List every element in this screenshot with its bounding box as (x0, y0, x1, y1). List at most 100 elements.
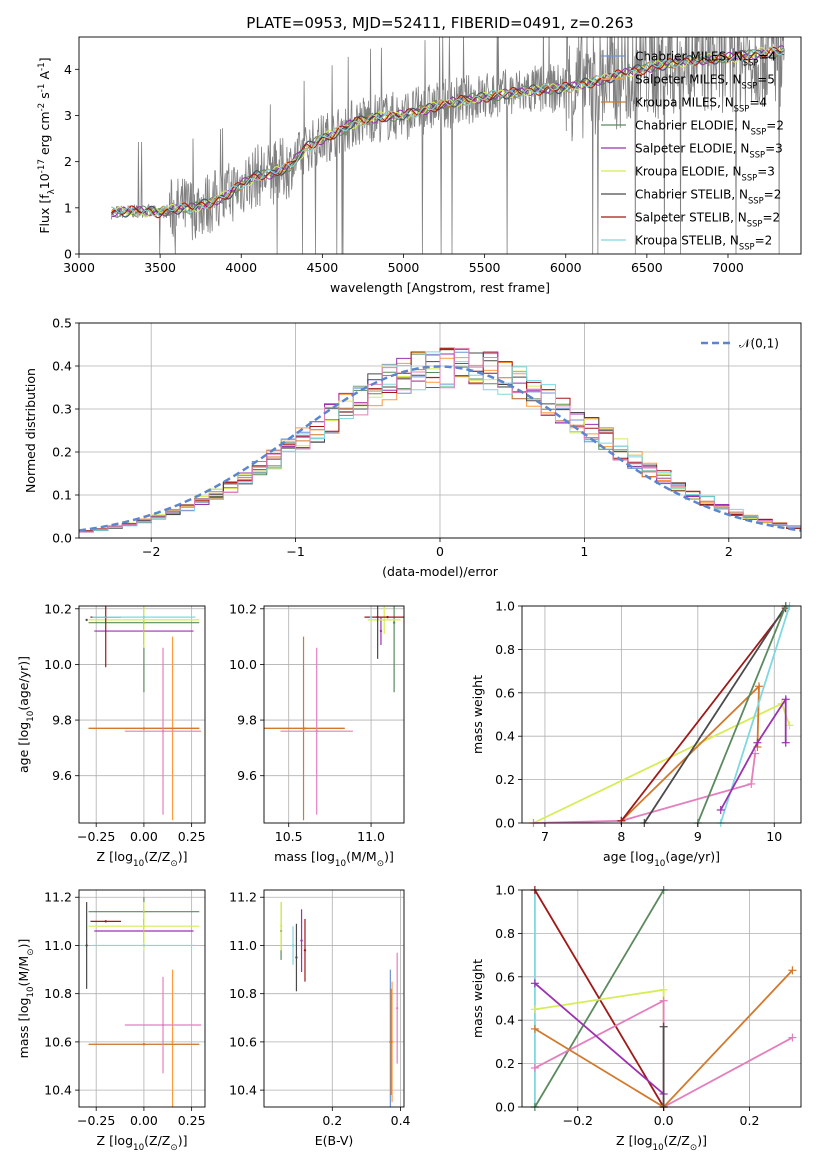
label-part: (age/yr)] (665, 849, 720, 864)
weight-line-2 (534, 889, 665, 1108)
point (300, 939, 303, 942)
y-axis-label: Normed distribution (23, 368, 38, 493)
x-tick-label: 11.0 (357, 829, 385, 844)
y-tick-label: 10.6 (229, 1034, 257, 1049)
label-part: 10 (37, 173, 52, 189)
weight-line-0 (533, 702, 791, 824)
y-tick-label: 11.2 (229, 890, 257, 905)
x-tick-label: 0.0 (654, 1113, 674, 1128)
legend-nssp-prefix: , N (734, 119, 751, 133)
x-tick-label: 5500 (469, 260, 501, 275)
x-tick-label: 0.25 (178, 829, 206, 844)
point (383, 618, 386, 622)
x-tick-label: 6500 (631, 260, 663, 275)
legend-nssp-sub: SSP (743, 58, 759, 68)
y-tick-label: 10.0 (229, 657, 257, 672)
weight-line-4 (643, 605, 787, 824)
y-tick-label: 0.0 (52, 531, 72, 546)
y-tick-label: 10.4 (229, 1083, 257, 1098)
point (386, 615, 389, 619)
x-tick-label: 0 (436, 544, 444, 559)
label-part: 10 (654, 859, 665, 869)
panel-spectrum: 3000 3500 4000 4500 5000 5500 6000 6500 7000 0 1 2 3… (37, 36, 802, 295)
x-tick-label: 0.00 (130, 1113, 158, 1128)
x-tick-label: 6000 (550, 260, 582, 275)
legend-nssp-value: =2 (755, 234, 773, 248)
legend-nssp-prefix: , N (731, 188, 748, 202)
legend-entry: Kroupa STELIB, NSSP=2 (635, 234, 772, 252)
legend-entry: Salpeter STELIB, NSSP=2 (635, 211, 780, 229)
label-part: (data-model)/error (382, 564, 499, 579)
label-part: Flux [f (37, 194, 52, 234)
model-line-6 (111, 49, 784, 218)
weight-line-7 (719, 696, 787, 811)
legend-nssp-sub: SSP (734, 104, 750, 114)
point (142, 618, 146, 622)
label-part: )] (697, 1133, 707, 1148)
legend-model-name: Chabrier STELIB (635, 188, 731, 202)
point (161, 1023, 165, 1027)
label-part: ] (37, 57, 52, 62)
y-tick-label: 0.0 (495, 816, 515, 831)
legend-entry: 𝒩(0,1) (739, 337, 779, 351)
legend-nssp-value: =5 (757, 73, 775, 87)
x-tick-label: 4500 (306, 260, 338, 275)
label-part: age [log (603, 849, 654, 864)
x-tick-label: −0.2 (563, 1113, 593, 1128)
x-tick-label: 0.00 (130, 829, 158, 844)
y-tick-label: 0.4 (52, 359, 72, 374)
y-tick-label: 11.0 (44, 938, 72, 953)
y-axis-label: age [log10(age/yr)] (16, 656, 36, 773)
legend-nssp-sub: SSP (739, 242, 755, 252)
y-axis-label: mass weight (470, 959, 485, 1038)
data-spectrum-line (111, 37, 785, 254)
point (142, 944, 146, 947)
panel-z-weight: −0.2 0.0 0.2 0.0 0.2 0.4 0.6 0.8 1.0 Z [log10(Z/Z… (470, 883, 802, 1153)
x-tick-label: 0.2 (322, 1113, 342, 1128)
label-part: 10 (26, 711, 36, 722)
legend-nssp-sub: SSP (749, 150, 765, 160)
model-line-5 (111, 47, 785, 217)
point (303, 949, 307, 952)
point (369, 615, 373, 619)
axes-frame (78, 605, 206, 824)
legend-model-name: Kroupa STELIB (635, 234, 722, 248)
axes-frame (521, 889, 802, 1108)
x-axis-label: age [log10(age/yr)] (603, 849, 720, 869)
point (379, 629, 383, 633)
label-part: )] (384, 849, 394, 864)
legend-nssp-value: =2 (766, 119, 784, 133)
y-tick-label: 0.1 (52, 488, 72, 503)
label-part: 10 (26, 986, 36, 997)
label-part: mass weight (470, 675, 485, 754)
label-part: 10 (653, 1143, 664, 1153)
point (85, 618, 88, 622)
point (389, 1040, 393, 1044)
legend-model-name: Kroupa MILES (635, 96, 717, 110)
weight-line-5 (534, 982, 665, 1095)
legend-entry: Kroupa MILES, NSSP=4 (635, 96, 767, 114)
x-tick-label: 3000 (63, 260, 95, 275)
panel-ebv-mass: 0.2 0.4 10.4 10.6 10.8 11.0 11.2 E(B-V) (229, 889, 411, 1148)
label-part: -17 (37, 159, 47, 173)
y-tick-label: 0.2 (52, 445, 72, 460)
label-part: (M/M (346, 849, 377, 864)
label-part: -1 (37, 62, 47, 71)
legend-entry: Chabrier MILES, NSSP=4 (635, 50, 776, 68)
legend-nssp-value: =3 (765, 142, 783, 156)
y-tick-label: 10.0 (44, 657, 72, 672)
y-axis-label: mass [log10(M/M⊙)] (16, 939, 36, 1059)
x-axis-label: E(B-V) (315, 1133, 354, 1148)
x-axis-label: mass [log10(M/M⊙)] (274, 849, 394, 869)
point (142, 1043, 146, 1046)
y-tick-label: 0.4 (495, 1013, 515, 1028)
y-tick-label: 0.2 (495, 1056, 515, 1071)
y-tick-label: 1.0 (495, 883, 515, 898)
legend-model-name: Chabrier MILES (635, 50, 726, 64)
legend-nssp-value: =4 (758, 50, 776, 64)
x-axis-label: wavelength [Angstrom, rest frame] (330, 280, 550, 295)
x-tick-label: 8 (617, 829, 625, 844)
x-tick-label: 10 (766, 829, 782, 844)
